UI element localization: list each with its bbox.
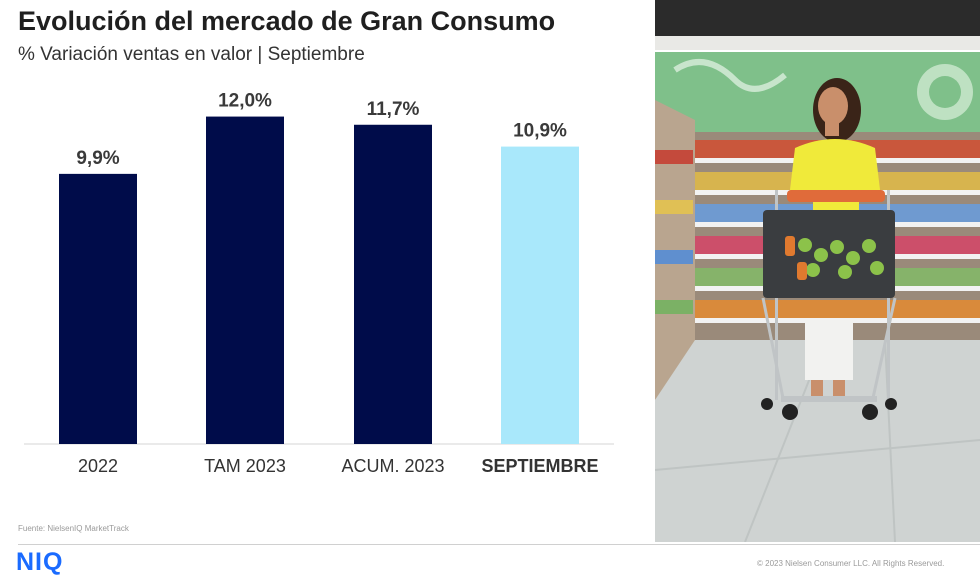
- category-label-4: SEPTIEMBRE: [481, 456, 598, 476]
- footer-divider: [18, 544, 980, 545]
- bar-4: [501, 146, 579, 445]
- category-label-2: TAM 2023: [204, 456, 286, 476]
- data-label-2: 12,0%: [218, 91, 272, 112]
- bar-chart: 9,9% 2022 12,0% TAM 2023 11,7% ACUM. 2023 10,9…: [24, 91, 614, 476]
- category-label-1: 2022: [78, 456, 118, 476]
- chart-title: Evolución del mercado de Gran Consumo: [18, 6, 556, 36]
- source-note: Fuente: NielsenIQ MarketTrack: [18, 524, 129, 533]
- bar-2: [206, 116, 284, 445]
- chart-subtitle: % Variación ventas en valor | Septiembre: [18, 44, 365, 65]
- supermarket-photo: [655, 0, 980, 542]
- niq-logo: NIQ: [16, 548, 64, 576]
- data-label-1: 9,9%: [76, 148, 119, 169]
- bar-1: [59, 173, 137, 444]
- data-label-3: 11,7%: [367, 99, 420, 120]
- data-label-4: 10,9%: [513, 121, 567, 142]
- category-label-3: ACUM. 2023: [341, 456, 444, 476]
- bar-3: [354, 124, 432, 444]
- copyright-text: © 2023 Nielsen Consumer LLC. All Rights …: [757, 559, 945, 568]
